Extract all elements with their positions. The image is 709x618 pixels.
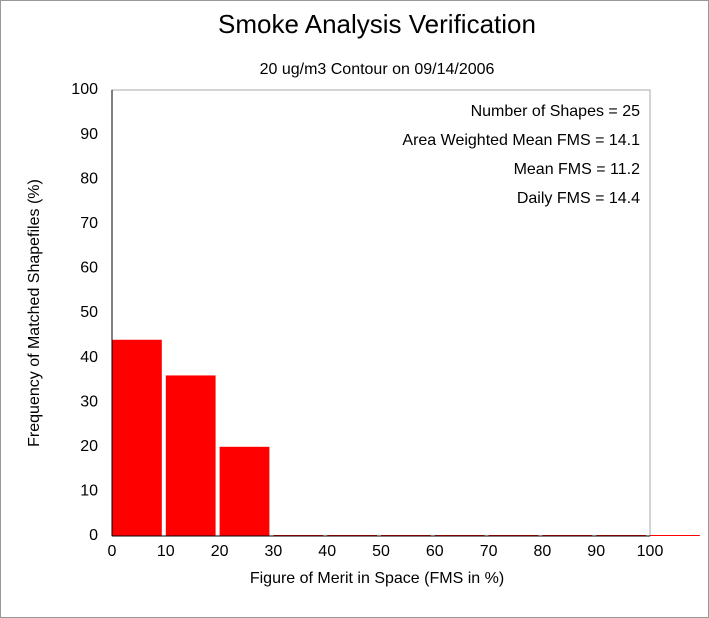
x-axis-label: Figure of Merit in Space (FMS in %) xyxy=(250,570,504,587)
chart-title: Smoke Analysis Verification xyxy=(218,9,536,39)
y-tick-label: 60 xyxy=(80,260,98,277)
y-tick-label: 30 xyxy=(80,393,98,410)
x-tick-label: 50 xyxy=(372,543,390,560)
annotation: Daily FMS = 14.4 xyxy=(517,190,640,207)
y-tick-label: 70 xyxy=(80,215,98,232)
x-tick-label: 20 xyxy=(211,543,229,560)
x-tick-label: 30 xyxy=(265,543,283,560)
y-tick-label: 100 xyxy=(71,81,98,98)
annotation: Mean FMS = 11.2 xyxy=(514,161,641,178)
x-tick-label: 100 xyxy=(637,543,664,560)
x-tick-label: 0 xyxy=(108,543,117,560)
x-tick-label: 60 xyxy=(426,543,444,560)
y-tick-label: 0 xyxy=(89,527,98,544)
y-tick-label: 80 xyxy=(80,170,98,187)
x-tick-label: 90 xyxy=(587,543,605,560)
x-tick-label: 70 xyxy=(480,543,498,560)
y-axis-label: Frequency of Matched Shapefiles (%) xyxy=(26,179,43,447)
bar xyxy=(219,446,270,536)
y-tick-label: 20 xyxy=(80,438,98,455)
bar xyxy=(165,375,216,536)
annotation: Area Weighted Mean FMS = 14.1 xyxy=(402,132,640,149)
bar xyxy=(650,535,700,536)
y-tick-label: 50 xyxy=(80,304,98,321)
y-tick-label: 90 xyxy=(80,126,98,143)
x-tick-label: 40 xyxy=(318,543,336,560)
y-tick-label: 10 xyxy=(80,483,98,500)
annotation: Number of Shapes = 25 xyxy=(471,103,641,120)
y-tick-label: 40 xyxy=(80,349,98,366)
x-tick-label: 10 xyxy=(157,543,175,560)
chart-subtitle: 20 ug/m3 Contour on 09/14/2006 xyxy=(260,61,495,78)
bar xyxy=(112,339,162,536)
x-tick-label: 80 xyxy=(534,543,552,560)
